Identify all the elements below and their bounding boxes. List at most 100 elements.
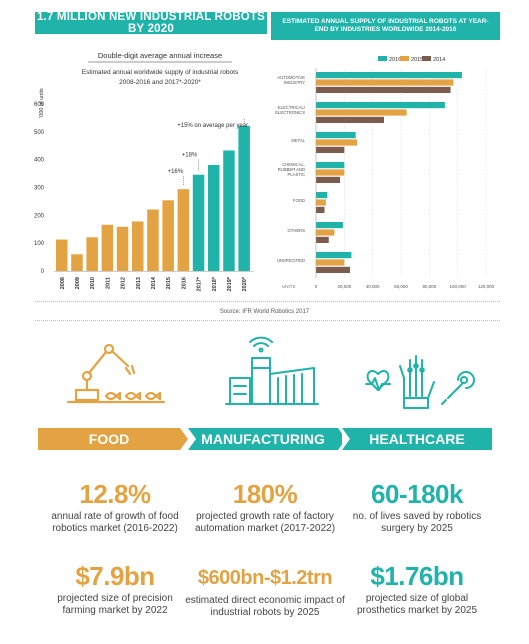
bar-2011 <box>101 224 114 271</box>
food-stat-1: 12.8% annual rate of growth of food robo… <box>40 480 190 535</box>
industry-supply-bar-chart: 2016 2015 2014 AUTOMOTIVE INDUSTRY ELECTRICA… <box>275 56 495 289</box>
x-tick-label: 60,000 <box>394 284 408 289</box>
sector-label-healthcare: HEALTHCARE <box>369 431 465 447</box>
bar-2015-4 <box>316 199 326 206</box>
chart1-title: Double-digit average annual increase <box>98 51 222 60</box>
healthcare-stat-2-value: $1.76bn <box>370 561 464 591</box>
annotation-15: +15% on average per year <box>177 123 248 129</box>
chart1-subtitle-line2: 2008-2016 and 2017*-2020* <box>119 79 201 86</box>
legend-label-2015: 2015 <box>411 57 423 63</box>
bar-2017* <box>192 174 205 271</box>
category-label: OTHERS <box>288 228 306 233</box>
x-tick-label: 2012 <box>121 277 127 289</box>
manufacturing-stat-1-text: projected growth rate of factory automat… <box>194 511 336 534</box>
y-tick-label: 400 <box>34 158 45 164</box>
x-tick-label: 2015 <box>166 277 172 289</box>
legend-label-2016: 2016 <box>389 57 401 63</box>
robot-supply-bar-chart: Double-digit average annual increase Est… <box>34 51 254 291</box>
bar-2014-4 <box>316 206 325 213</box>
food-stat-2-text: projected size of precision farming mark… <box>57 593 173 616</box>
x-tick-label: 2011 <box>105 277 111 289</box>
bar-2014-5 <box>316 236 329 243</box>
y-tick-label: 600 <box>34 102 45 108</box>
bar-2016-2 <box>316 132 356 139</box>
category-label: UNSPECIFIED <box>277 258 305 263</box>
divider-source-left <box>35 320 500 321</box>
healthcare-stat-1: 60-180k no. of lives saved by robotics s… <box>342 480 492 535</box>
bar-2009 <box>71 254 83 271</box>
legend-swatch-2016 <box>378 56 387 61</box>
legend-label-2014: 2014 <box>433 57 445 63</box>
healthcare-stat-1-text: no. of lives saved by robotics surgery b… <box>352 511 482 534</box>
bar-2014-0 <box>316 86 451 93</box>
bar-2015-2 <box>316 139 358 146</box>
chart1-ylabel: '000 of units <box>39 88 45 118</box>
category-label: AUTOMOTIVE INDUSTRY <box>277 75 305 85</box>
sector-band-manufacturing <box>188 428 338 450</box>
bar-2018* <box>208 164 220 271</box>
x-tick-label: 40,000 <box>366 284 380 289</box>
x-tick-label: 80,000 <box>422 284 436 289</box>
bar-2015-1 <box>316 109 407 116</box>
food-stat-2: $7.9bn projected size of precision farmi… <box>40 562 190 617</box>
bar-2008 <box>56 239 68 271</box>
x-tick-label: 0 <box>315 284 318 289</box>
category-label: METAL <box>291 138 305 143</box>
food-stat-2-value: $7.9bn <box>75 561 155 591</box>
healthcare-stat-2: $1.76bn projected size of global prosthe… <box>342 562 492 617</box>
x-tick-label: 2018* <box>212 276 218 291</box>
sector-arrow-notch <box>342 428 350 450</box>
category-label: ELECTRICAL/ELECTRONICS <box>275 105 306 115</box>
y-tick-label: 0 <box>41 269 45 275</box>
bar-2014-1 <box>316 116 384 123</box>
x-tick-label: 2020* <box>242 276 248 291</box>
food-stat-1-value: 12.8% <box>79 479 151 509</box>
bar-2016-6 <box>316 252 352 259</box>
bar-2015-3 <box>316 169 345 176</box>
x-tick-label: 2014 <box>151 276 157 289</box>
y-tick-label: 100 <box>34 241 45 247</box>
healthcare-stat-1-value: 60-180k <box>371 479 463 509</box>
factory-wifi-icon <box>222 334 322 417</box>
food-stat-1-text: annual rate of growth of food robotics m… <box>51 511 179 534</box>
bar-2012 <box>116 226 129 271</box>
sector-label-food: FOOD <box>88 431 130 447</box>
category-label: CHEMICAL, RUBBER AND PLASTIC <box>278 162 305 177</box>
bar-2016-5 <box>316 222 343 229</box>
right-chart-banner: ESTIMATED ANNUAL SUPPLY OF INDUSTRIAL RO… <box>271 12 500 40</box>
bar-2019* <box>223 150 235 271</box>
annotation-16: +16% <box>168 169 184 175</box>
category-label: FOOD <box>293 198 305 203</box>
x-tick-label: 2008 <box>60 277 66 289</box>
x-tick-label: 2016 <box>181 277 187 289</box>
sector-band-food <box>38 428 180 450</box>
manufacturing-stat-2: $600bn-$1.2trn estimated direct economic… <box>185 564 345 619</box>
manufacturing-stat-2-value: $600bn-$1.2trn <box>197 567 333 589</box>
bar-2016-0 <box>316 72 462 79</box>
sector-arrow-notch <box>188 428 196 450</box>
bar-2015 <box>162 200 174 271</box>
x-tick-label: 2009 <box>75 277 81 289</box>
bar-2014-2 <box>316 146 345 153</box>
x-tick-label: 120,000 <box>478 284 495 289</box>
chart2-xlabel: UNITS <box>282 284 296 289</box>
bar-2013 <box>132 221 144 271</box>
bar-2016-1 <box>316 102 445 109</box>
bar-2010 <box>86 237 98 271</box>
bar-2015-6 <box>316 259 345 266</box>
x-tick-label: 20,000 <box>337 284 351 289</box>
left-chart-banner: 1.7 MILLION NEW INDUSTRIAL ROBOTS BY 202… <box>35 11 267 35</box>
x-tick-label: 2013 <box>136 277 142 289</box>
bar-2020* <box>238 125 250 271</box>
bar-2015-5 <box>316 229 335 236</box>
x-tick-label: 100,000 <box>450 284 467 289</box>
sector-arrow-point <box>180 428 188 450</box>
manufacturing-stat-2-text: estimated direct economic impact of indu… <box>185 595 345 618</box>
bar-2015-0 <box>316 79 454 86</box>
bar-2014-6 <box>316 266 350 273</box>
legend-swatch-2014 <box>422 56 431 61</box>
bar-2016-3 <box>316 162 345 169</box>
annotation-18: +18% <box>182 153 198 159</box>
chart1-subtitle-line1: Estimated annual worldwide supply of ind… <box>82 69 239 76</box>
manufacturing-stat-1-value: 180% <box>232 479 298 509</box>
